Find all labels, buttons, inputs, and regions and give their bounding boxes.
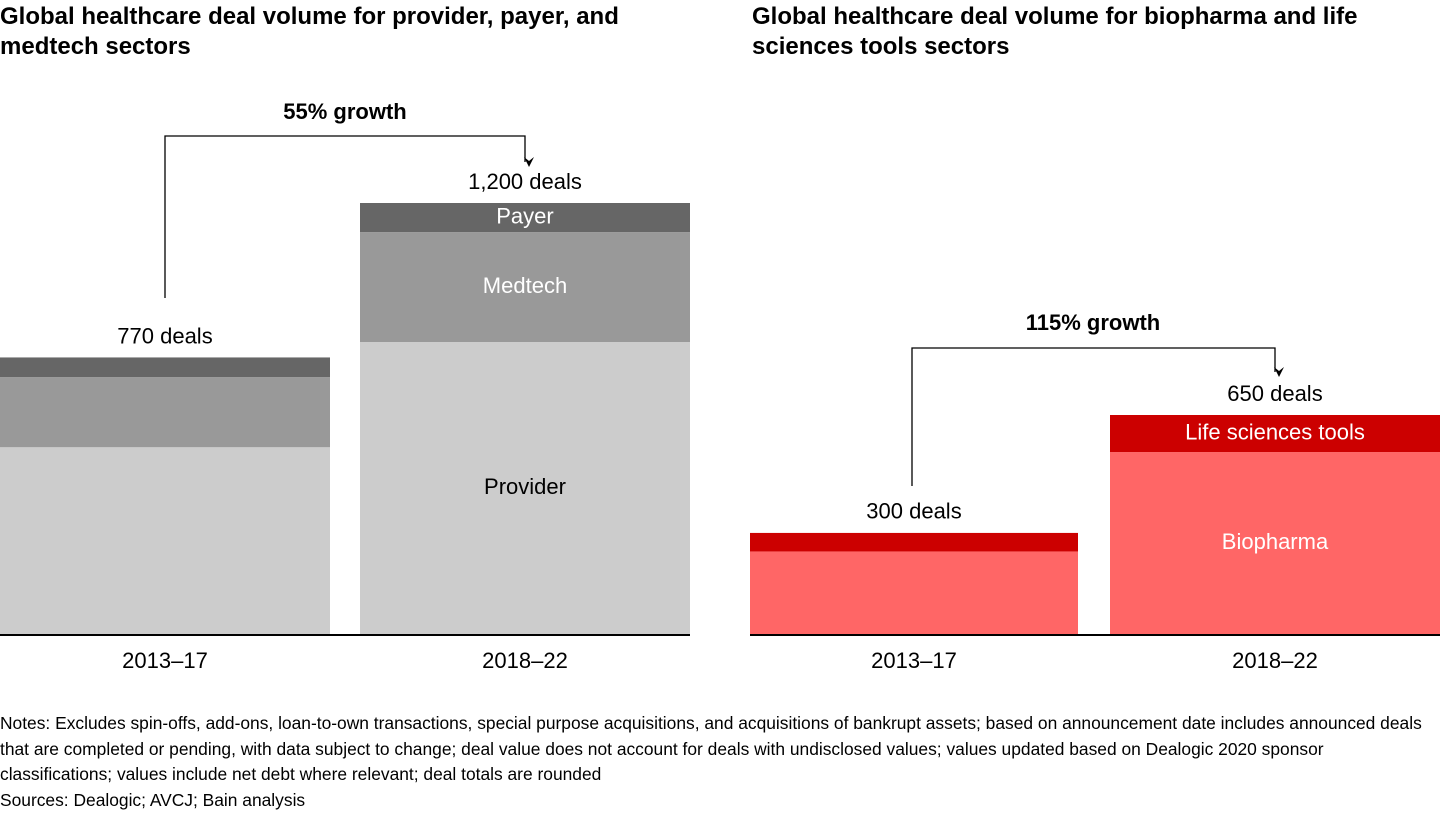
chart-title: Global healthcare deal volume for biopha…: [752, 3, 1357, 60]
bar-segment: [750, 551, 1078, 634]
x-tick-label: 2013–17: [122, 648, 208, 673]
segment-label: Medtech: [483, 273, 567, 298]
x-tick-label: 2018–22: [482, 648, 568, 673]
segment-label: Payer: [496, 203, 553, 228]
segment-label: Provider: [484, 474, 566, 499]
bar-segment: [750, 533, 1078, 552]
total-label: 300 deals: [866, 499, 961, 524]
sources: Sources: Dealogic; AVCJ; Bain analysis: [0, 788, 1440, 813]
total-label: 770 deals: [117, 323, 212, 348]
total-label: 1,200 deals: [468, 169, 582, 194]
chart-title: Global healthcare deal volume for provid…: [0, 3, 619, 60]
bar-segment: [0, 447, 330, 634]
growth-annotation: 55% growth: [283, 99, 406, 124]
x-tick-label: 2018–22: [1232, 648, 1318, 673]
bar-segment: [0, 357, 330, 377]
growth-annotation: 115% growth: [1026, 310, 1160, 335]
segment-label: Biopharma: [1222, 529, 1329, 554]
segment-label: Life sciences tools: [1185, 419, 1365, 444]
charts: Global healthcare deal volume for provid…: [0, 0, 1440, 700]
bar-segment: [0, 377, 330, 447]
total-label: 650 deals: [1227, 381, 1322, 406]
notes: Notes: Excludes spin-offs, add-ons, loan…: [0, 711, 1440, 788]
x-tick-label: 2013–17: [871, 648, 957, 673]
footnotes: Notes: Excludes spin-offs, add-ons, loan…: [0, 711, 1440, 813]
